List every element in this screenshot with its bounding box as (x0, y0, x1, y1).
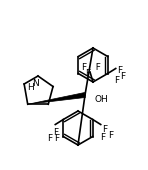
Text: F   F: F F (82, 64, 100, 72)
Text: F: F (120, 72, 125, 81)
Text: F: F (102, 125, 107, 134)
Text: F: F (114, 76, 119, 85)
Text: OH: OH (95, 95, 109, 104)
Text: F: F (117, 66, 122, 75)
Polygon shape (28, 92, 85, 104)
Text: F: F (108, 131, 113, 140)
Text: F: F (47, 134, 52, 143)
Text: F: F (85, 70, 91, 79)
Text: N: N (33, 79, 39, 88)
Text: F: F (53, 128, 58, 137)
Text: H: H (28, 82, 34, 91)
Text: F: F (54, 134, 59, 143)
Text: F: F (100, 133, 105, 142)
